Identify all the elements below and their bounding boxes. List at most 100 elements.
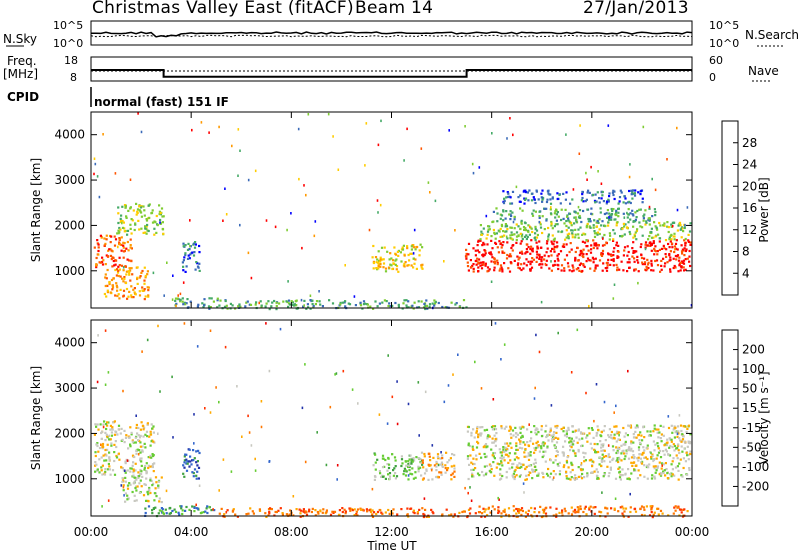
velocity-cell [523, 455, 526, 458]
power-cell [554, 223, 557, 226]
power-cell [179, 298, 182, 301]
power-cell [650, 249, 653, 252]
velocity-cell [660, 467, 663, 470]
power-cell [590, 212, 593, 215]
velocity-noise-cell [108, 434, 111, 438]
velocity-cell [573, 508, 577, 511]
velocity-noise-cell [204, 407, 206, 410]
velocity-cell [688, 467, 691, 470]
power-cell [259, 300, 262, 303]
velocity-cell [620, 459, 623, 462]
power-cell [95, 264, 98, 267]
power-noise-cell [490, 280, 493, 283]
velocity-cell [518, 426, 521, 429]
power-noise-cell [648, 205, 651, 209]
velocity-cell [158, 500, 161, 503]
velocity-noise-cell [215, 386, 217, 389]
velocity-cell [657, 436, 660, 439]
power-cell [596, 219, 599, 223]
power-cell [494, 237, 497, 240]
power-cell [382, 266, 385, 269]
power-cell [482, 261, 485, 264]
power-cell [553, 250, 556, 253]
power-cell [181, 297, 184, 300]
velocity-cell [381, 454, 385, 457]
power-cell [568, 220, 571, 223]
power-cell [589, 251, 593, 254]
power-cell [501, 235, 504, 238]
power-cell [617, 250, 620, 253]
velocity-cell [486, 445, 489, 448]
velocity-noise-cell [209, 411, 212, 414]
velocity-cell [381, 475, 385, 478]
power-cell [600, 224, 603, 227]
velocity-cell [140, 460, 143, 463]
velocity-cell [633, 456, 636, 459]
power-cell [482, 255, 485, 258]
velocity-cell [677, 469, 680, 472]
power-cell [566, 215, 569, 218]
power-cell [612, 189, 615, 192]
velocity-cell [546, 446, 549, 449]
power-cell [111, 284, 114, 287]
velocity-cell [101, 447, 104, 450]
velocity-cell [479, 434, 482, 437]
velocity-cell [121, 480, 124, 483]
freq-tick-top: 18 [64, 54, 78, 67]
power-cell [641, 201, 644, 204]
velocity-cell [94, 423, 97, 426]
power-cell [644, 243, 647, 246]
velocity-cell [671, 446, 674, 449]
power-cell [134, 222, 137, 225]
velocity-cell [583, 476, 586, 479]
power-cell [595, 232, 598, 235]
velocity-cell [387, 456, 390, 460]
power-cell [182, 242, 185, 245]
power-cell [585, 198, 588, 201]
velocity-cell [586, 475, 589, 478]
power-cell [118, 242, 121, 246]
power-noise-cell [586, 178, 588, 181]
velocity-noise-cell [407, 474, 410, 477]
velocity-cell [409, 454, 412, 457]
velocity-cell [642, 451, 645, 454]
velocity-cell [410, 462, 413, 465]
velocity-cell [520, 463, 523, 466]
power-cell [628, 200, 631, 203]
time-tick-label: 20:00 [575, 525, 610, 539]
power-cell [574, 228, 577, 231]
velocity-noise-cell [159, 390, 161, 393]
velocity-cell [193, 457, 196, 460]
nsky-line [91, 31, 693, 38]
velocity-cell [652, 430, 655, 433]
power-cell [492, 210, 495, 213]
velocity-cell [505, 476, 508, 479]
velocity-cell [511, 429, 515, 432]
power-cell [598, 197, 601, 200]
power-cell [679, 265, 683, 268]
power-cell [549, 208, 552, 211]
power-cell [116, 268, 119, 271]
power-cell [617, 211, 620, 214]
velocity-cell [135, 478, 138, 481]
power-cell [362, 300, 366, 303]
power-cell [531, 192, 534, 195]
power-cell [555, 209, 558, 212]
velocity-cell [128, 436, 131, 439]
power-cell [524, 198, 527, 201]
power-cell [552, 238, 555, 241]
power-noise-cell [588, 304, 590, 308]
velocity-cell [640, 462, 644, 465]
power-cell [397, 305, 400, 308]
velocity-cell [95, 425, 98, 428]
velocity-cell [627, 447, 630, 450]
power-cell [644, 246, 647, 249]
velocity-cell [572, 449, 575, 452]
velocity-cell [637, 459, 640, 462]
power-cell [623, 246, 627, 249]
velocity-cell [137, 434, 140, 437]
velocity-cell [552, 470, 555, 473]
power-cell [622, 254, 625, 257]
power-cell [470, 266, 473, 269]
